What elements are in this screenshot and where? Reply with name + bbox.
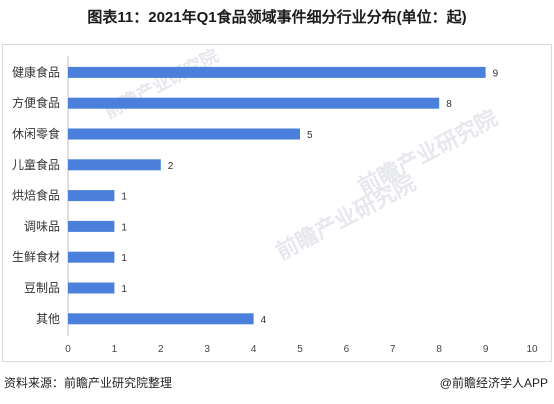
data-label: 1 xyxy=(121,222,127,233)
category-label: 休闲零食 xyxy=(12,126,60,141)
data-label: 4 xyxy=(261,315,267,326)
data-label: 2 xyxy=(168,161,174,172)
data-label: 1 xyxy=(121,284,127,295)
bar xyxy=(68,313,254,325)
bar xyxy=(68,128,300,140)
category-label: 调味品 xyxy=(24,219,60,233)
category-label: 儿童食品 xyxy=(12,157,60,172)
bar xyxy=(68,159,161,171)
source-note: 资料来源：前瞻产业研究院整理 xyxy=(4,376,173,390)
bar xyxy=(68,190,115,202)
category-label: 其他 xyxy=(36,312,60,326)
bar xyxy=(68,66,486,78)
bar xyxy=(68,282,115,294)
category-label: 烘焙食品 xyxy=(12,188,60,203)
category-label: 豆制品 xyxy=(24,281,60,295)
category-label: 健康食品 xyxy=(12,64,60,79)
bar xyxy=(68,97,440,109)
chart-title: 图表11：2021年Q1食品领域事件细分行业分布(单位：起) xyxy=(87,9,467,26)
x-tick-label: 2 xyxy=(158,344,164,355)
data-label: 1 xyxy=(121,192,127,203)
category-label: 方便食品 xyxy=(12,95,60,110)
credit-note: @前瞻经济学人APP xyxy=(439,376,548,390)
bar xyxy=(68,251,115,263)
data-label: 5 xyxy=(307,130,313,141)
category-label: 生鲜食材 xyxy=(12,249,60,264)
data-label: 9 xyxy=(493,68,499,79)
bar xyxy=(68,220,115,232)
x-tick-label: 4 xyxy=(251,344,257,355)
data-label: 1 xyxy=(121,253,127,264)
x-tick-label: 1 xyxy=(112,344,118,355)
chart-frame xyxy=(2,44,552,362)
x-tick-label: 5 xyxy=(297,344,303,355)
x-tick-label: 0 xyxy=(65,344,71,355)
x-tick-label: 6 xyxy=(344,344,350,355)
x-tick-label: 9 xyxy=(483,344,489,355)
x-tick-label: 8 xyxy=(436,344,442,355)
x-tick-label: 3 xyxy=(204,344,210,355)
x-tick-label: 10 xyxy=(526,344,538,355)
data-label: 8 xyxy=(446,99,452,110)
x-tick-label: 7 xyxy=(390,344,396,355)
